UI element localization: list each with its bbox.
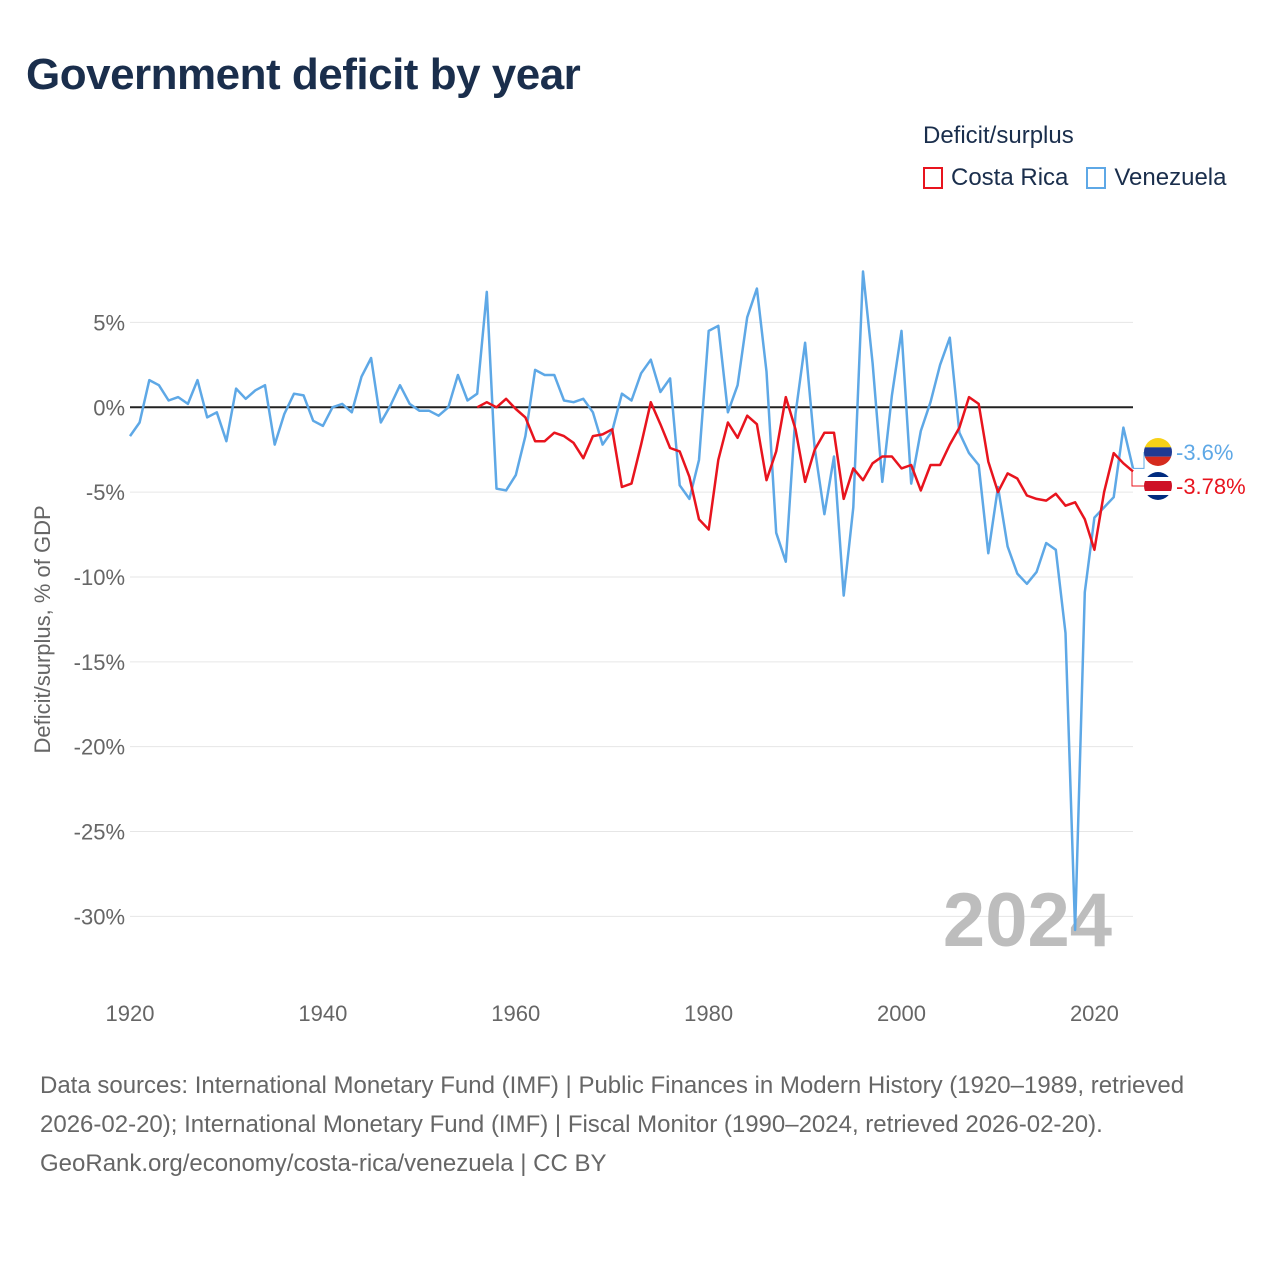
x-tick-label: 2020 (1070, 1001, 1119, 1026)
y-tick-label: 0% (93, 395, 125, 420)
x-tick-label: 1940 (298, 1001, 347, 1026)
x-tick-label: 2000 (877, 1001, 926, 1026)
legend: Deficit/surplus Costa Rica Venezuela (923, 122, 1226, 192)
legend-item-venezuela[interactable]: Venezuela (1086, 164, 1226, 192)
series-line-costa-rica (476, 395, 1134, 552)
venezuela-flag-icon (1144, 438, 1172, 466)
line-chart: 5% 0% -5% -10% -15% -20% -25% -30% 1920 1940 1960 1… (30, 270, 1246, 1026)
x-tick-label: 1960 (491, 1001, 540, 1026)
y-tick-label: -15% (74, 650, 125, 675)
legend-swatch-venezuela (1086, 167, 1107, 189)
series-line-venezuela (128, 270, 1135, 932)
venezuela-leader-line (1133, 452, 1145, 469)
costa-rica-flag-icon (1144, 472, 1172, 500)
costa-rica-end-label: -3.78% (1176, 474, 1246, 499)
y-tick-label: -25% (74, 820, 125, 845)
data-sources: Data sources: International Monetary Fun… (40, 1072, 1185, 1138)
y-axis-title: Deficit/surplus, % of GDP (30, 505, 55, 753)
legend-label-costa-rica: Costa Rica (951, 164, 1069, 191)
legend-label-venezuela: Venezuela (1114, 164, 1227, 191)
venezuela-end-label: -3.6% (1176, 440, 1233, 465)
legend-title: Deficit/surplus (923, 122, 1074, 149)
legend-swatch-costa-rica (923, 167, 943, 189)
costa-rica-leader-line (1131, 470, 1144, 487)
y-tick-label: -20% (74, 735, 125, 760)
y-tick-label: -5% (86, 480, 125, 505)
y-tick-label: -10% (74, 565, 125, 590)
legend-item-costa-rica[interactable]: Costa Rica (923, 164, 1068, 192)
x-tick-label: 1920 (106, 1001, 155, 1026)
year-label: 2024 (943, 878, 1112, 963)
y-tick-label: -30% (74, 904, 125, 929)
chart-title: Government deficit by year (26, 50, 581, 99)
x-tick-label: 1980 (684, 1001, 733, 1026)
footer: Data sources: International Monetary Fun… (40, 1066, 1240, 1183)
y-tick-label: 5% (93, 310, 125, 335)
credit-link[interactable]: GeoRank.org/economy/costa-rica/venezuela… (40, 1150, 607, 1177)
